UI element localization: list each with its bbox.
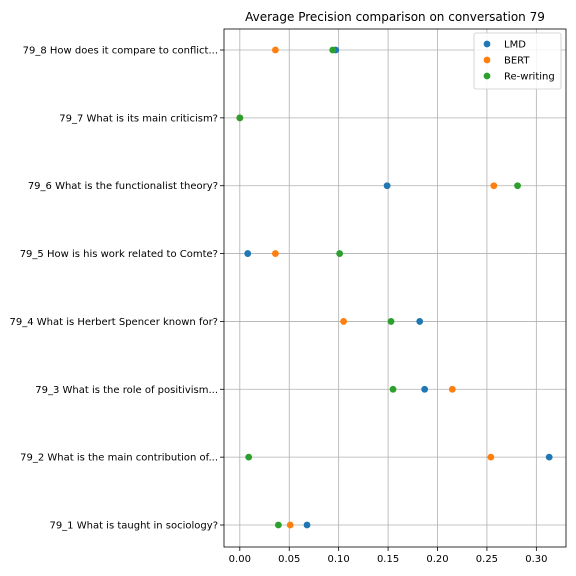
chart-title: Average Precision comparison on conversa…	[245, 10, 545, 24]
data-point	[383, 182, 391, 190]
x-tick-label: 0.10	[328, 554, 350, 565]
y-tick-label: 79_7 What is its main criticism?	[59, 113, 218, 124]
data-point	[271, 250, 279, 257]
data-point	[387, 318, 395, 325]
y-tick-label: 79_8 How does it compare to conflict...	[23, 46, 218, 57]
series-re-writing	[236, 46, 521, 529]
x-tick-label: 0.20	[426, 554, 448, 565]
legend-marker	[483, 40, 491, 48]
data-point	[244, 250, 252, 257]
x-tick-label: 0.05	[278, 554, 300, 565]
y-tick-label: 79_1 What is taught in sociology?	[49, 521, 218, 532]
x-tick-label: 0.00	[229, 554, 251, 565]
legend-marker	[483, 72, 491, 80]
plot-frame	[223, 28, 567, 548]
data-point	[274, 521, 282, 529]
data-point	[490, 182, 498, 190]
y-tick-label: 79_3 What is the role of positivism...	[35, 385, 218, 396]
data-point	[416, 318, 424, 325]
data-point	[303, 521, 311, 529]
data-point	[389, 385, 397, 393]
data-point	[421, 385, 429, 393]
legend-box	[473, 32, 562, 90]
series-lmd	[236, 46, 553, 529]
legend-label: BERT	[504, 56, 530, 67]
legend-marker	[483, 56, 491, 64]
gridlines	[224, 29, 566, 547]
y-tick-label: 79_6 What is the functionalist theory?	[28, 181, 218, 192]
legend-label: Re-writing	[504, 72, 555, 83]
legend: LMD BERT Re-writing	[473, 32, 562, 90]
legend-label: LMD	[504, 40, 526, 51]
data-point	[236, 114, 244, 122]
data-point	[336, 250, 344, 257]
x-tick-label: 0.30	[525, 554, 547, 565]
data-point	[514, 182, 521, 190]
x-tick-label: 0.25	[476, 554, 498, 565]
data-point	[340, 318, 348, 325]
data-point	[286, 521, 294, 529]
data-point	[245, 453, 253, 461]
series-bert	[236, 46, 498, 529]
y-tick-label: 79_5 How is his work related to Comte?	[20, 249, 218, 260]
data-point	[271, 46, 279, 54]
data-point	[329, 46, 337, 54]
y-tick-label: 79_2 What is the main contribution of...	[20, 453, 218, 464]
y-tick-label: 79_4 What is Herbert Spencer known for?	[9, 317, 218, 328]
x-tick-label: 0.15	[377, 554, 399, 565]
data-point	[448, 385, 456, 393]
data-point	[487, 453, 495, 461]
data-point	[545, 453, 553, 461]
